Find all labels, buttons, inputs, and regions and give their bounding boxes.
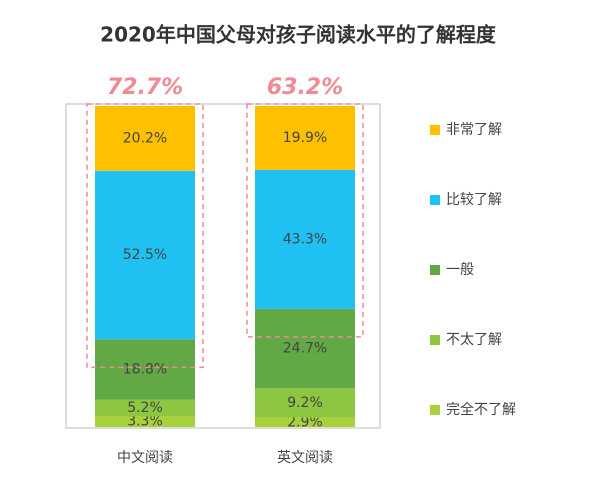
value-label: 3.3%: [127, 414, 163, 430]
legend-swatch: [430, 195, 440, 205]
bar-segment: [255, 417, 355, 427]
legend-label: 完全不了解: [446, 401, 516, 418]
value-label: 5.2%: [127, 400, 163, 416]
bar-segment: [95, 339, 195, 400]
legend-swatch: [430, 125, 440, 135]
legend-label: 非常了解: [446, 122, 502, 138]
bar-segment: [95, 399, 195, 417]
bar-segment: [95, 106, 195, 171]
legend-swatch: [430, 265, 440, 275]
total-box: [246, 103, 364, 338]
legend-label: 不太了解: [446, 332, 502, 348]
legend-swatch: [430, 405, 440, 415]
value-label: 9.2%: [287, 395, 323, 411]
total-box: [86, 103, 204, 369]
value-label: 43.3%: [283, 231, 327, 247]
value-label: 24.7%: [283, 341, 327, 357]
plot-frame: [65, 103, 381, 429]
bar-segment: [255, 106, 355, 170]
x-tick-label: 英文阅读: [277, 449, 333, 466]
total-label: 63.2%: [267, 75, 343, 100]
chart-title: 2020年中国父母对孩子阅读水平的了解程度: [100, 23, 497, 47]
total-label: 72.7%: [107, 75, 183, 100]
bar-segment: [95, 170, 195, 340]
bar-segment: [255, 169, 355, 309]
legend-label: 比较了解: [446, 192, 502, 208]
value-label: 19.9%: [283, 130, 327, 146]
value-label: 18.8%: [123, 362, 167, 378]
legend-swatch: [430, 335, 440, 345]
bar-segment: [95, 416, 195, 427]
value-label: 20.2%: [123, 130, 167, 146]
value-label: 2.9%: [287, 414, 323, 430]
x-tick-label: 中文阅读: [117, 449, 173, 466]
bar-segment: [255, 388, 355, 418]
bar-segment: [255, 308, 355, 389]
value-label: 52.5%: [123, 247, 167, 263]
legend-label: 一般: [446, 262, 474, 278]
